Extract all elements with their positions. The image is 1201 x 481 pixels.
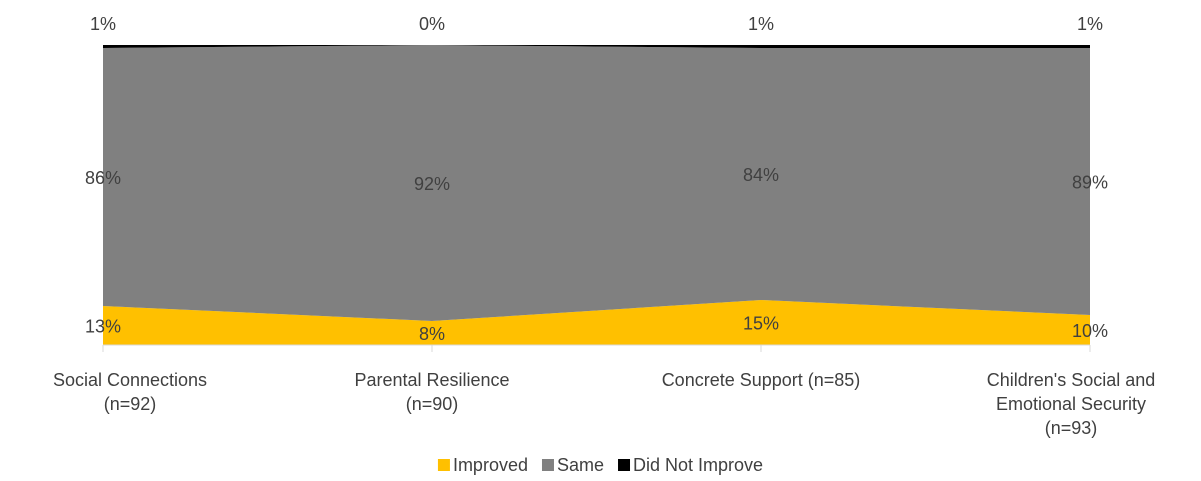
- value-label: 89%: [1072, 172, 1108, 192]
- value-label: 15%: [743, 313, 779, 333]
- value-label: 86%: [85, 168, 121, 188]
- value-label: 8%: [419, 324, 445, 344]
- area: [103, 300, 1090, 345]
- value-label: 92%: [414, 174, 450, 194]
- legend-swatch: [618, 459, 631, 471]
- value-label: 10%: [1072, 321, 1108, 341]
- legend-swatch: [541, 459, 554, 471]
- x-tick-label: Social Connections (n=92): [52, 370, 208, 414]
- value-label: 0%: [419, 14, 445, 34]
- area: [103, 45, 1090, 321]
- value-label: 1%: [748, 14, 774, 34]
- legend: Improved Same Did Not Improve: [437, 455, 763, 475]
- value-label: 84%: [743, 165, 779, 185]
- area: [103, 45, 1090, 48]
- value-label: 13%: [85, 316, 121, 336]
- legend-label: Improved: [453, 455, 528, 475]
- x-tick-label: Children's Social and Emotional Security…: [986, 370, 1156, 438]
- x-tick-label: Concrete Support (n=85): [661, 370, 861, 390]
- x-tick-label: Parental Resilience (n=90): [354, 370, 510, 414]
- legend-label: Did Not Improve: [633, 455, 763, 475]
- value-label: 1%: [90, 14, 116, 34]
- value-label: 1%: [1077, 14, 1103, 34]
- legend-label: Same: [557, 455, 604, 475]
- legend-swatch: [437, 459, 450, 471]
